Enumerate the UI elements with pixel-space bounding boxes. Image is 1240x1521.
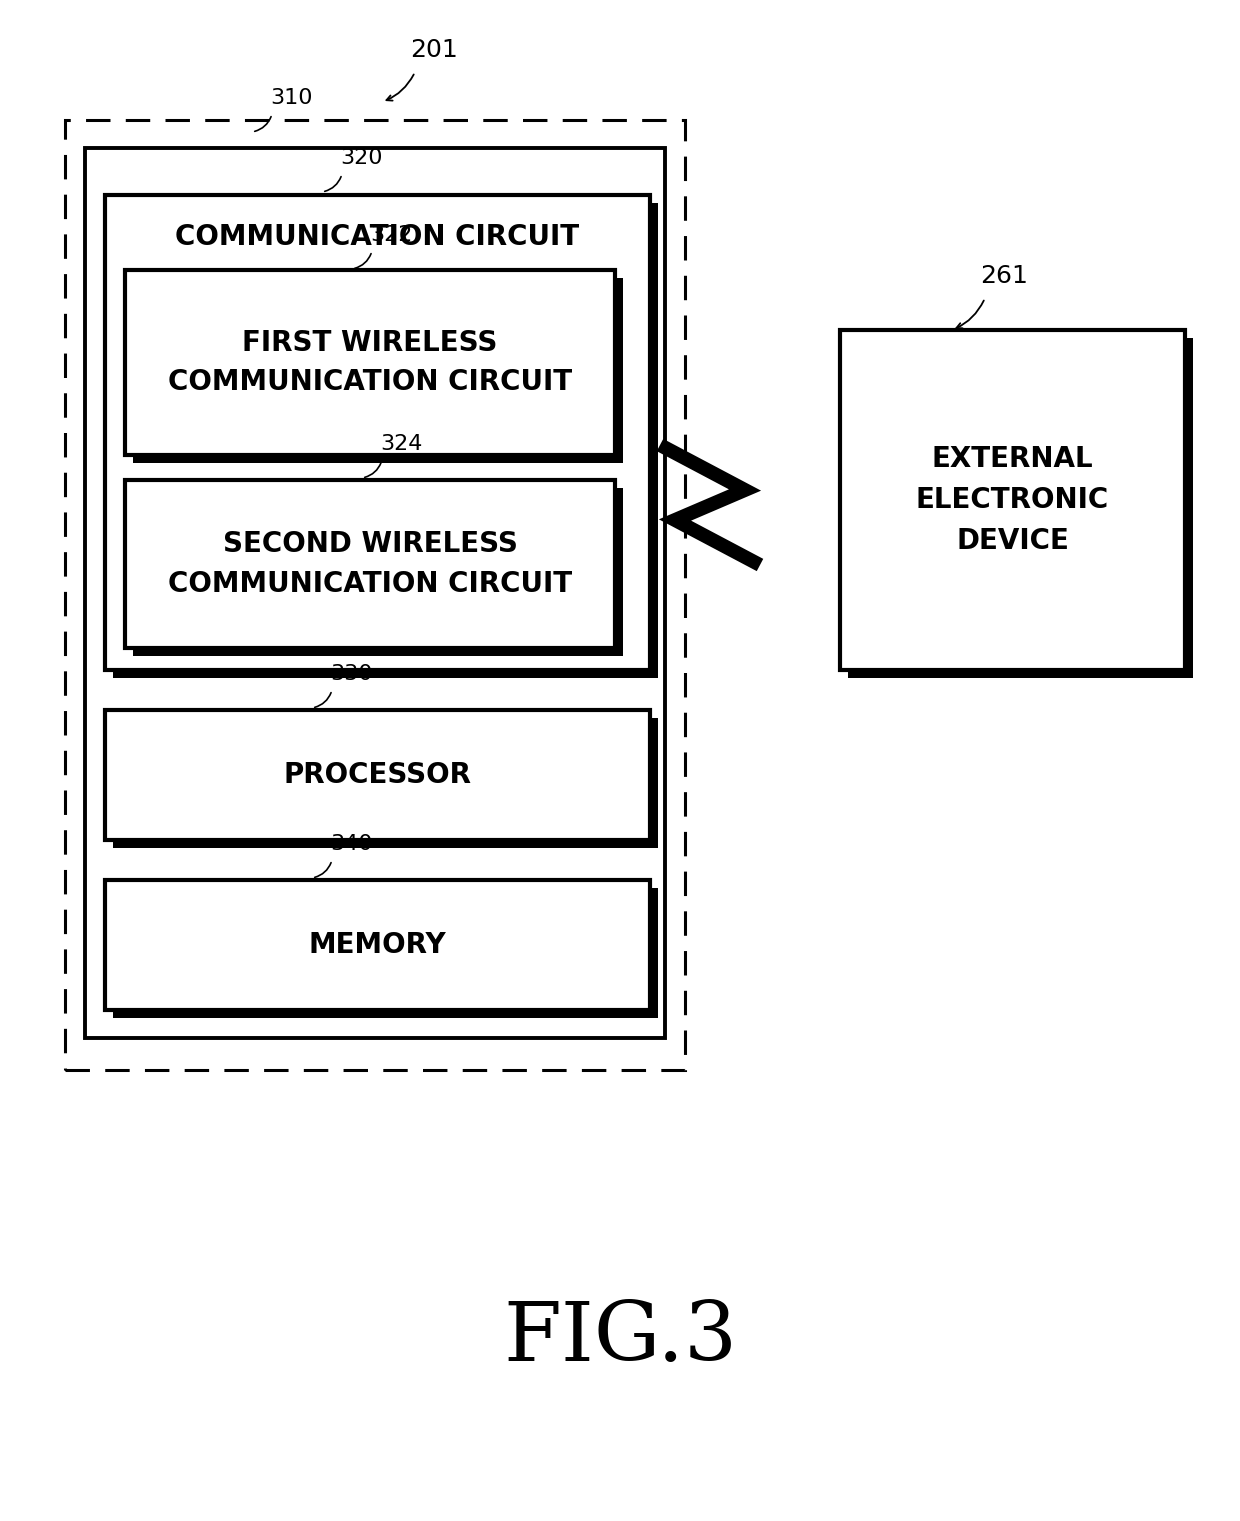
Bar bbox=[113, 888, 658, 1018]
Bar bbox=[105, 195, 650, 669]
Text: 310: 310 bbox=[270, 88, 312, 108]
Bar bbox=[113, 718, 658, 849]
Bar bbox=[125, 271, 615, 455]
Text: COMMUNICATION CIRCUIT: COMMUNICATION CIRCUIT bbox=[175, 224, 579, 251]
Text: 201: 201 bbox=[410, 38, 458, 62]
Text: 261: 261 bbox=[980, 265, 1028, 287]
Text: 324: 324 bbox=[379, 433, 423, 453]
Text: FIRST WIRELESS
COMMUNICATION CIRCUIT: FIRST WIRELESS COMMUNICATION CIRCUIT bbox=[167, 329, 572, 395]
Text: EXTERNAL
ELECTRONIC
DEVICE: EXTERNAL ELECTRONIC DEVICE bbox=[916, 444, 1109, 555]
Text: SECOND WIRELESS
COMMUNICATION CIRCUIT: SECOND WIRELESS COMMUNICATION CIRCUIT bbox=[167, 531, 572, 598]
Bar bbox=[125, 481, 615, 648]
Bar bbox=[133, 278, 622, 462]
Text: 340: 340 bbox=[330, 834, 372, 853]
Text: 322: 322 bbox=[370, 225, 413, 245]
Bar bbox=[839, 330, 1185, 669]
Bar bbox=[113, 202, 658, 678]
Text: 320: 320 bbox=[340, 148, 382, 167]
Text: FIG.3: FIG.3 bbox=[503, 1299, 737, 1378]
Text: MEMORY: MEMORY bbox=[309, 931, 446, 960]
Bar bbox=[64, 120, 684, 1069]
Text: 330: 330 bbox=[330, 665, 372, 684]
Bar bbox=[133, 488, 622, 656]
Bar bbox=[105, 710, 650, 840]
Bar bbox=[86, 148, 665, 1037]
Bar bbox=[848, 338, 1193, 678]
Bar bbox=[105, 881, 650, 1010]
Text: PROCESSOR: PROCESSOR bbox=[284, 760, 471, 789]
